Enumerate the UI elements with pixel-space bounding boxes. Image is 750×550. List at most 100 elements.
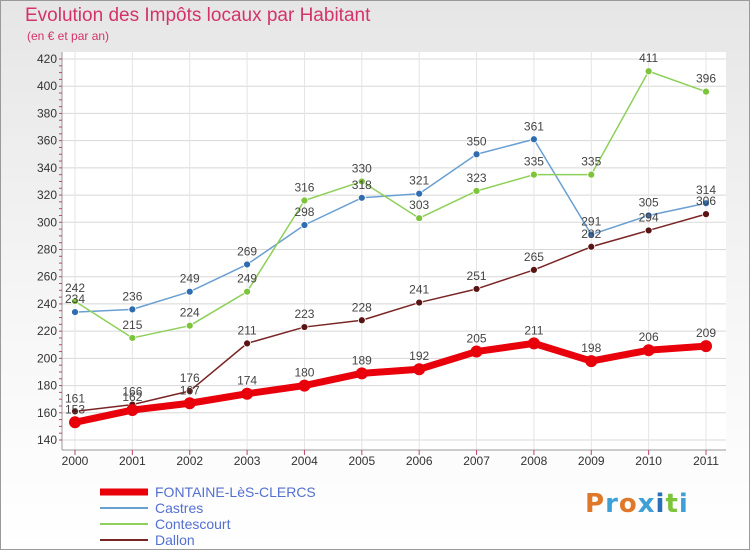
data-label: 228 [352, 300, 372, 314]
x-tick-label: 2004 [291, 454, 318, 468]
y-tick-label: 260 [37, 270, 57, 284]
data-point [243, 339, 251, 348]
series-line-castres [74, 138, 707, 313]
chart-title: Evolution des Impôts locaux par Habitant [25, 5, 371, 26]
y-tick-label: 400 [37, 79, 57, 93]
data-label: 174 [237, 374, 257, 388]
logo-letter: r [605, 489, 619, 519]
x-tick-label: 2009 [578, 454, 605, 468]
data-label: 249 [180, 272, 200, 286]
data-point [128, 334, 137, 342]
data-point [587, 170, 596, 179]
data-label: 153 [65, 402, 85, 416]
y-tick-label: 360 [37, 134, 57, 148]
x-tick-label: 2001 [119, 454, 146, 468]
data-point [71, 308, 79, 316]
data-label: 321 [409, 174, 429, 188]
data-point [700, 340, 712, 353]
data-label: 318 [352, 178, 372, 192]
logo-letter: i [655, 489, 666, 519]
data-point [530, 135, 538, 144]
data-point [530, 266, 538, 274]
data-label: 316 [294, 181, 314, 195]
data-label: 249 [237, 272, 257, 286]
logo-letter: x [637, 489, 656, 519]
logo-letter: t [665, 489, 679, 519]
data-label: 265 [524, 250, 544, 264]
data-point [702, 210, 710, 219]
data-point [472, 187, 481, 195]
data-point [71, 297, 79, 306]
data-point [69, 416, 81, 429]
data-label: 411 [639, 51, 658, 65]
data-label: 211 [524, 323, 543, 337]
x-tick-label: 2007 [463, 454, 490, 468]
data-label: 282 [581, 227, 601, 241]
data-point [527, 337, 540, 350]
data-label: 205 [467, 332, 487, 346]
data-label: 306 [696, 194, 716, 208]
logo-letter: P [585, 489, 606, 519]
proxiti-logo: Proxiti [585, 489, 689, 519]
data-label: 211 [238, 323, 257, 337]
data-point [298, 379, 311, 392]
legend-label: Castres [155, 500, 203, 516]
data-label: 314 [696, 183, 716, 197]
data-label: 161 [65, 391, 85, 405]
data-point [644, 226, 653, 235]
y-tick-label: 380 [37, 106, 57, 120]
data-label: 335 [581, 155, 601, 169]
data-label: 350 [467, 134, 487, 148]
series-line-fontaine-lès-clercs [71, 339, 710, 426]
data-point [357, 193, 366, 202]
data-point [472, 285, 481, 293]
legend-label: FONTAINE-LèS-CLERCS [155, 484, 316, 500]
y-tick-label: 180 [37, 379, 57, 393]
data-point [470, 345, 483, 358]
data-label: 234 [65, 292, 85, 306]
data-point [644, 67, 653, 76]
data-point [530, 170, 538, 179]
data-label: 291 [581, 215, 601, 229]
data-label: 294 [639, 210, 659, 224]
y-tick-label: 200 [37, 351, 57, 365]
data-point [415, 214, 424, 223]
data-point [126, 404, 139, 417]
data-label: 251 [467, 269, 487, 283]
data-point [702, 199, 710, 208]
data-label: 192 [409, 349, 429, 363]
x-tick-label: 2010 [635, 454, 662, 468]
y-tick-label: 280 [37, 243, 57, 257]
x-tick-label: 2002 [176, 454, 203, 468]
data-point [357, 177, 366, 186]
data-point [300, 221, 309, 229]
data-point [415, 189, 424, 198]
data-point [241, 387, 254, 400]
data-point [300, 196, 309, 205]
x-tick-label: 2003 [234, 454, 261, 468]
data-label: 206 [639, 330, 659, 344]
logo-letter: o [618, 489, 638, 519]
data-label: 242 [65, 281, 85, 295]
logo-letter: i [678, 489, 689, 519]
data-label: 241 [409, 283, 429, 297]
data-label: 396 [696, 72, 716, 86]
x-tick-label: 2006 [406, 454, 433, 468]
data-label: 223 [294, 307, 314, 321]
data-label: 198 [581, 341, 601, 355]
data-label: 236 [122, 289, 142, 303]
data-label: 180 [294, 366, 314, 380]
data-point [415, 298, 424, 307]
data-point [185, 287, 194, 296]
data-label: 209 [696, 326, 716, 340]
data-point [702, 87, 710, 96]
data-label: 330 [352, 161, 372, 175]
data-point [243, 260, 251, 269]
x-tick-label: 2000 [62, 454, 89, 468]
data-point [185, 321, 194, 330]
series-line-contescourt [74, 70, 707, 339]
data-point [585, 355, 598, 368]
data-point [587, 242, 596, 251]
data-point [71, 407, 79, 416]
